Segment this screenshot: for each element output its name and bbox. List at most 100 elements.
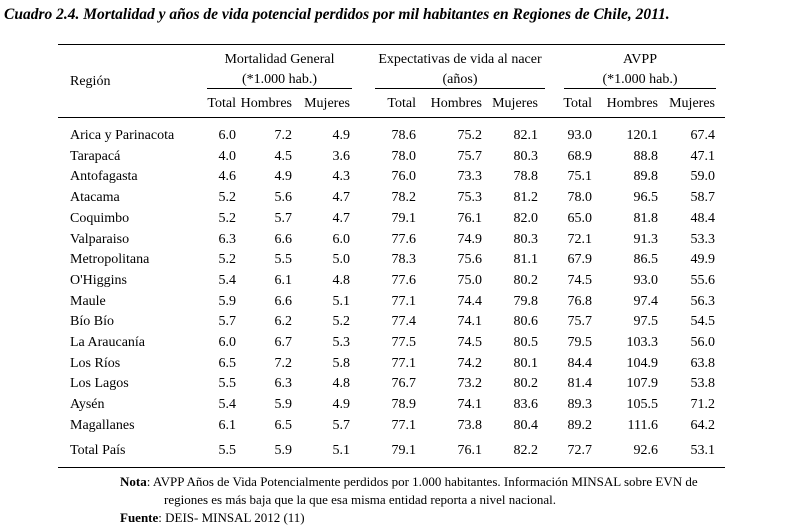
group-avpp-unit: (*1.000 hab.)	[564, 72, 716, 89]
table-cell: 5.1	[332, 293, 351, 309]
table-cell: 5.2	[218, 210, 237, 226]
table-cell: 75.7	[457, 148, 483, 164]
table-cell: 79.1	[391, 443, 417, 458]
table-cell: 93.0	[633, 272, 659, 288]
region-name: Metropolitana	[70, 252, 150, 268]
table-cell: 74.4	[457, 293, 483, 309]
table-cell: 5.1	[332, 443, 351, 458]
table-cell: 82.0	[513, 210, 539, 226]
table-cell: 75.3	[457, 190, 483, 206]
table-cell: 75.6	[457, 252, 483, 268]
table-cell: 4.0	[218, 148, 237, 164]
table-cell: 77.5	[391, 335, 417, 350]
source-text: : DEIS- MINSAL 2012 (11)	[158, 510, 305, 525]
table-cell: 74.5	[457, 335, 483, 350]
table-cell: 76.8	[567, 293, 593, 309]
table-cell: 74.1	[457, 397, 483, 413]
note-line-1: Nota: AVPP Años de Vida Potencialmente p…	[120, 474, 698, 490]
table-cell: 75.0	[457, 272, 483, 288]
table-cell: 4.8	[332, 376, 351, 392]
table-cell: 77.6	[391, 272, 417, 288]
table-cell: 97.4	[633, 293, 659, 309]
table-cell: 74.9	[457, 231, 483, 247]
table-cell: 77.6	[391, 231, 417, 247]
table-cell: 67.9	[567, 252, 593, 268]
note-text: : AVPP Años de Vida Potencialmente perdi…	[146, 474, 698, 489]
table-cell: 80.2	[513, 376, 539, 392]
region-name: Total País	[70, 443, 126, 458]
table-cell: 71.2	[690, 397, 716, 413]
group-expectativas: Expectativas de vida al nacer (años)	[372, 52, 548, 89]
table-cell: 80.6	[513, 314, 539, 330]
table-cell: 80.1	[513, 355, 539, 371]
table-cell: 78.9	[391, 397, 417, 413]
source-line: Fuente: DEIS- MINSAL 2012 (11)	[120, 510, 305, 526]
table-cell: 81.2	[513, 190, 539, 206]
table-cell: 81.1	[513, 252, 539, 268]
table-cell: 78.2	[391, 190, 417, 206]
region-name: O'Higgins	[70, 272, 127, 288]
table-cell: 6.0	[218, 128, 237, 143]
group-expectativas-title: Expectativas de vida al nacer	[378, 52, 542, 67]
region-name: Arica y Parinacota	[70, 128, 175, 143]
table-cell: 56.3	[690, 293, 716, 309]
region-name: Maule	[70, 293, 106, 309]
table-cell: 64.2	[690, 417, 716, 433]
table-cell: 5.9	[274, 443, 293, 458]
table-cell: 5.0	[332, 252, 351, 268]
table-cell: 80.2	[513, 272, 539, 288]
table-cell: 5.2	[218, 190, 237, 206]
table-cell: 4.7	[332, 210, 351, 226]
col-header: Hombres	[606, 96, 658, 111]
table-cell: 78.0	[567, 190, 593, 206]
table-cell: 6.7	[274, 335, 293, 350]
table-cell: 73.8	[457, 417, 483, 433]
table-cell: 80.5	[513, 335, 539, 350]
group-mortalidad-unit: (*1.000 hab.)	[207, 72, 352, 89]
table-cell: 3.6	[332, 148, 351, 164]
table-cell: 75.1	[567, 169, 593, 185]
table-cell: 4.9	[332, 128, 351, 143]
table-cell: 73.3	[457, 169, 483, 185]
table-cell: 6.3	[274, 376, 293, 392]
table-cell: 80.3	[513, 148, 539, 164]
note-line-2: regiones es más baja que la que esa mism…	[164, 492, 557, 507]
table-cell: 5.9	[274, 397, 293, 413]
table-cell: 105.5	[626, 397, 659, 413]
table-cell: 47.1	[690, 148, 716, 164]
table-cell: 120.1	[626, 128, 659, 143]
table-cell: 6.2	[274, 314, 293, 330]
table-cell: 53.3	[690, 231, 716, 247]
table-cell: 5.6	[274, 190, 293, 206]
col-header: Mujeres	[669, 96, 715, 111]
region-name: Valparaiso	[70, 231, 130, 247]
table-cell: 91.3	[633, 231, 659, 247]
region-name: Los Ríos	[70, 355, 121, 371]
group-avpp: AVPP (*1.000 hab.)	[560, 52, 720, 89]
table-cell: 79.1	[391, 210, 417, 226]
table-cell: 4.7	[332, 190, 351, 206]
table-cell: 5.7	[274, 210, 293, 226]
table-cell: 6.0	[218, 335, 237, 350]
table-cell: 5.5	[218, 376, 237, 392]
table-title: Cuadro 2.4. Mortalidad y años de vida po…	[4, 6, 670, 23]
header-rule	[58, 117, 725, 118]
table-cell: 76.1	[457, 210, 483, 226]
table-cell: 81.4	[567, 376, 593, 392]
table-cell: 77.4	[391, 314, 417, 330]
table-cell: 79.8	[513, 293, 539, 309]
col-header: Total	[207, 96, 236, 111]
table-cell: 103.3	[626, 335, 659, 350]
top-rule	[58, 44, 725, 45]
table-cell: 4.9	[332, 397, 351, 413]
group-expectativas-unit: (años)	[375, 72, 545, 89]
region-name: Antofagasta	[70, 169, 138, 185]
group-mortalidad: Mortalidad General (*1.000 hab.)	[207, 52, 352, 89]
table-cell: 5.3	[332, 335, 351, 350]
table-cell: 74.1	[457, 314, 483, 330]
table-cell: 78.8	[513, 169, 539, 185]
table-cell: 7.2	[274, 128, 293, 143]
table-cell: 89.8	[633, 169, 659, 185]
table-cell: 56.0	[690, 335, 716, 350]
table-cell: 4.6	[218, 169, 237, 185]
